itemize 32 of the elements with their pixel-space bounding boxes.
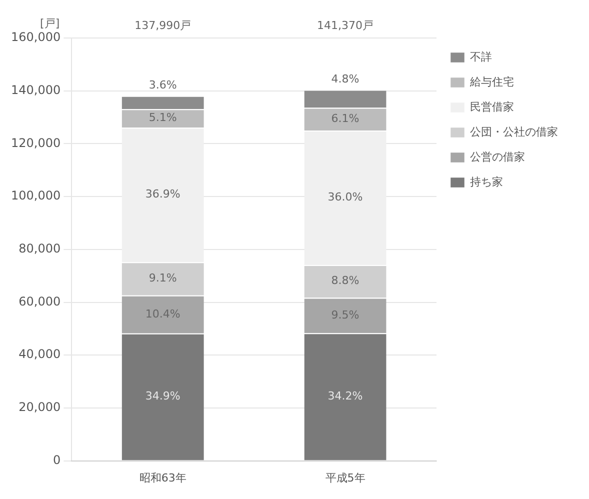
legend-label: 不詳 bbox=[470, 50, 492, 64]
y-tick-label: 100,000 bbox=[11, 188, 61, 203]
annotation: 5.1% bbox=[148, 111, 177, 124]
legend-label: 持ち家 bbox=[470, 175, 503, 188]
x-tick-label: 昭和63年 bbox=[139, 471, 186, 484]
legend-label: 給与住宅 bbox=[469, 75, 514, 88]
legend-label: 公営の借家 bbox=[470, 150, 525, 164]
annotation: 34.2% bbox=[328, 390, 363, 403]
y-tick-label: 160,000 bbox=[11, 30, 61, 44]
y-tick-label: 40,000 bbox=[18, 347, 61, 362]
y-tick-label: 0 bbox=[52, 452, 61, 467]
y-tick-label: 60,000 bbox=[18, 294, 61, 308]
annotation: 6.1% bbox=[331, 112, 360, 125]
annotation: 36.0% bbox=[328, 190, 363, 204]
annotation: 34.9% bbox=[145, 390, 180, 403]
legend-label: 民営借家 bbox=[470, 100, 514, 114]
annotation: 8.8% bbox=[331, 274, 360, 288]
y-tick-label: 120,000 bbox=[11, 136, 61, 150]
text: 141,370戸 bbox=[317, 18, 374, 32]
y-axis-title: [戸] bbox=[40, 16, 60, 30]
text: 137,990戸 bbox=[134, 18, 192, 32]
y-tick-label: 140,000 bbox=[11, 82, 61, 97]
annotation: 10.4% bbox=[145, 307, 180, 320]
annotation: 36.9% bbox=[145, 188, 180, 201]
y-tick-label: 20,000 bbox=[18, 400, 61, 414]
annotation: 9.5% bbox=[331, 308, 360, 322]
x-tick-label: 平成5年 bbox=[325, 471, 366, 484]
legend-label: 公団・公社の借家 bbox=[470, 125, 558, 138]
annotation: 9.1% bbox=[148, 272, 177, 285]
annotation: 3.6% bbox=[148, 78, 177, 92]
y-tick-label: 80,000 bbox=[18, 242, 61, 256]
annotation: 4.8% bbox=[331, 72, 360, 86]
